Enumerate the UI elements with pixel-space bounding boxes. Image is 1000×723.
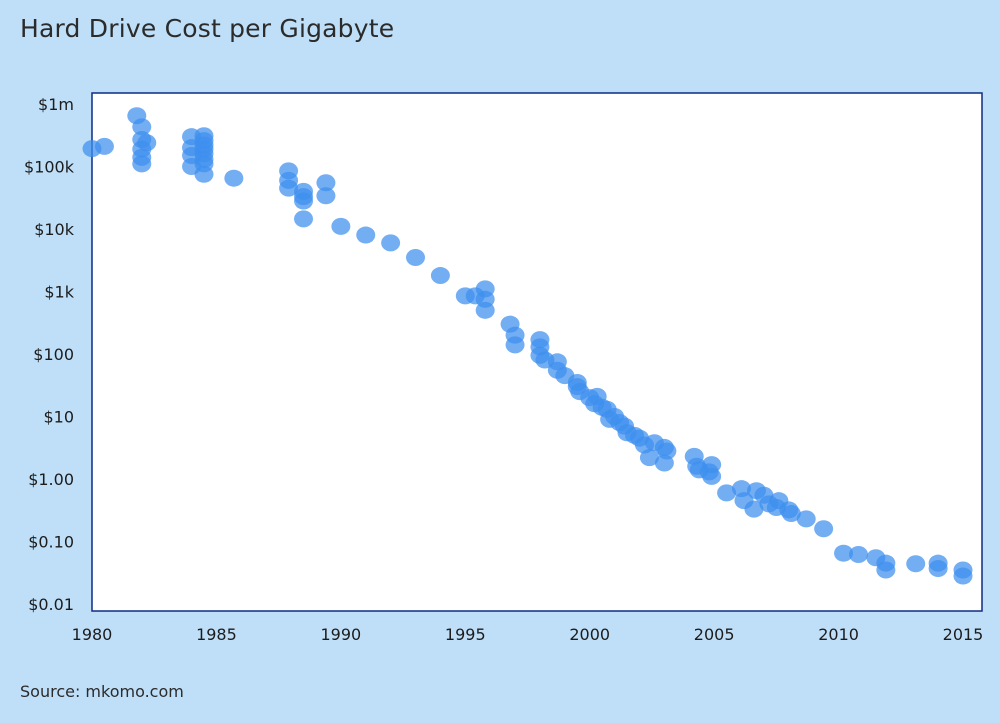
data-point bbox=[132, 118, 152, 136]
data-point bbox=[279, 179, 299, 197]
data-point bbox=[294, 192, 314, 210]
data-point bbox=[137, 134, 157, 152]
data-point bbox=[654, 454, 674, 472]
data-point bbox=[781, 505, 801, 523]
data-point bbox=[132, 155, 152, 173]
data-point bbox=[316, 187, 336, 205]
y-tick-label: $100 bbox=[33, 345, 74, 364]
data-point bbox=[702, 467, 722, 485]
data-point bbox=[796, 510, 816, 528]
x-axis: 1980 1985 1990 1995 2000 2005 2010 2015 bbox=[72, 625, 984, 644]
data-point bbox=[331, 217, 351, 235]
data-point bbox=[356, 226, 376, 244]
data-point bbox=[406, 248, 426, 266]
x-tick-label: 2010 bbox=[818, 625, 859, 644]
data-point bbox=[430, 267, 450, 285]
data-point bbox=[876, 561, 896, 579]
x-tick-label: 2000 bbox=[569, 625, 610, 644]
y-tick-label: $0.01 bbox=[28, 595, 74, 614]
x-tick-label: 1990 bbox=[320, 625, 361, 644]
x-tick-label: 2005 bbox=[694, 625, 735, 644]
y-tick-label: $0.10 bbox=[28, 533, 74, 552]
data-points bbox=[82, 107, 973, 585]
data-point bbox=[848, 545, 868, 563]
data-point bbox=[381, 234, 401, 252]
y-tick-label: $10 bbox=[43, 408, 74, 427]
data-point bbox=[928, 559, 948, 577]
data-point bbox=[194, 165, 214, 183]
y-tick-label: $100k bbox=[24, 158, 75, 177]
data-point bbox=[814, 520, 834, 538]
y-tick-label: $1.00 bbox=[28, 470, 74, 489]
x-tick-label: 1985 bbox=[196, 625, 237, 644]
data-point bbox=[294, 210, 314, 228]
data-point bbox=[224, 169, 244, 187]
data-point bbox=[717, 484, 737, 502]
data-point bbox=[475, 301, 495, 319]
data-point bbox=[744, 500, 764, 518]
source-note: Source: mkomo.com bbox=[20, 682, 184, 701]
data-point bbox=[953, 567, 973, 585]
chart-title: Hard Drive Cost per Gigabyte bbox=[20, 14, 395, 43]
data-point bbox=[94, 137, 114, 155]
data-point bbox=[834, 544, 854, 562]
x-tick-label: 1995 bbox=[445, 625, 486, 644]
data-point bbox=[906, 555, 926, 573]
y-axis: $0.01 $0.10 $1.00 $10 $100 $1k $10k $100k $1m bbox=[24, 95, 75, 614]
y-tick-label: $10k bbox=[34, 220, 75, 239]
y-tick-label: $1k bbox=[44, 283, 74, 302]
data-point bbox=[316, 174, 336, 192]
x-tick-label: 1980 bbox=[72, 625, 113, 644]
x-tick-label: 2015 bbox=[943, 625, 984, 644]
data-point bbox=[702, 456, 722, 474]
data-point bbox=[505, 336, 525, 354]
y-tick-label: $1m bbox=[38, 95, 74, 114]
data-point bbox=[639, 449, 659, 467]
